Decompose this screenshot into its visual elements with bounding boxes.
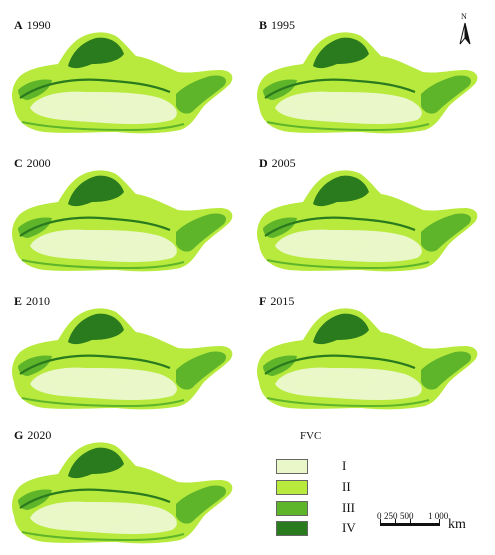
fvc-map bbox=[257, 308, 478, 410]
southern-belt bbox=[21, 121, 185, 132]
map-panel-a: A 1990 bbox=[0, 10, 245, 145]
northern-forest bbox=[68, 447, 124, 479]
legend-swatch bbox=[276, 521, 308, 536]
fvc-map bbox=[12, 170, 233, 272]
map-panel-e: E 2010 bbox=[0, 286, 245, 421]
scale-tick bbox=[439, 519, 440, 526]
legend-item-ii: II bbox=[276, 479, 386, 497]
scale-label: 500 bbox=[400, 511, 414, 521]
north-arrow: N bbox=[456, 12, 476, 50]
panel-label: F 2015 bbox=[259, 294, 295, 308]
northern-forest bbox=[68, 37, 124, 69]
scale-label: 1 000 bbox=[428, 511, 449, 521]
legend-label: I bbox=[342, 458, 347, 473]
legend-label: IV bbox=[342, 520, 356, 535]
eastern-vegetation bbox=[176, 351, 227, 390]
legend-label: III bbox=[342, 500, 355, 515]
map-panel-g: G 2020 bbox=[0, 420, 245, 555]
fvc-map bbox=[12, 442, 233, 544]
scale-tick bbox=[380, 519, 381, 526]
basin-core bbox=[291, 234, 371, 254]
legend-title: FVC bbox=[300, 430, 322, 442]
basin-core bbox=[291, 96, 363, 116]
panel-label: E 2010 bbox=[14, 294, 51, 308]
scale-bar: 0 250 500 1 000 km bbox=[376, 511, 486, 549]
scale-unit: km bbox=[448, 517, 466, 532]
eastern-vegetation bbox=[176, 75, 227, 114]
basin-core bbox=[46, 96, 114, 116]
eastern-vegetation bbox=[421, 213, 472, 252]
basin-core bbox=[291, 372, 379, 392]
southern-belt bbox=[266, 121, 430, 132]
panel-label: D 2005 bbox=[259, 156, 296, 170]
mountain-ridge bbox=[264, 78, 416, 99]
eastern-vegetation bbox=[421, 75, 472, 114]
northern-forest bbox=[313, 37, 369, 69]
map-panel-f: F 2015 bbox=[245, 286, 490, 421]
eastern-vegetation bbox=[176, 213, 227, 252]
legend-swatch bbox=[276, 501, 308, 516]
north-label: N bbox=[461, 12, 467, 21]
legend-swatch bbox=[276, 459, 308, 474]
scale-tick bbox=[395, 519, 396, 526]
mountain-ridge bbox=[19, 78, 171, 99]
panel-label: C 2000 bbox=[14, 156, 51, 170]
legend-item-iii: III bbox=[276, 500, 386, 518]
fvc-map bbox=[257, 170, 478, 272]
northern-forest bbox=[313, 313, 369, 345]
fvc-map bbox=[257, 32, 478, 134]
fvc-map bbox=[12, 308, 233, 410]
legend-item-i: I bbox=[276, 458, 386, 476]
southern-belt bbox=[21, 531, 185, 542]
southern-belt bbox=[266, 397, 430, 408]
mountain-ridge bbox=[19, 216, 171, 237]
mountain-ridge bbox=[19, 488, 171, 509]
map-panel-c: C 2000 bbox=[0, 148, 245, 283]
legend-label: II bbox=[342, 479, 351, 494]
northern-forest bbox=[313, 175, 369, 207]
panel-label: B 1995 bbox=[259, 18, 296, 32]
eastern-vegetation bbox=[421, 351, 472, 390]
fvc-map bbox=[12, 32, 233, 134]
legend-item-iv: IV bbox=[276, 520, 386, 538]
north-arrow-icon bbox=[459, 22, 471, 45]
basin-core bbox=[46, 506, 138, 526]
legend-swatch bbox=[276, 480, 308, 495]
northern-forest bbox=[68, 313, 124, 345]
scale-tick bbox=[410, 519, 411, 526]
mountain-ridge bbox=[264, 216, 416, 237]
map-panel-b: B 1995 bbox=[245, 10, 490, 145]
basin-core bbox=[46, 234, 122, 254]
panel-label: G 2020 bbox=[14, 428, 52, 442]
southern-belt bbox=[21, 397, 185, 408]
northern-forest bbox=[68, 175, 124, 207]
basin-core bbox=[46, 372, 130, 392]
scale-label: 0 bbox=[377, 511, 382, 521]
map-panel-d: D 2005 bbox=[245, 148, 490, 283]
scale-label: 250 bbox=[384, 511, 398, 521]
panel-label: A 1990 bbox=[14, 18, 51, 32]
eastern-vegetation bbox=[176, 485, 227, 524]
southern-belt bbox=[21, 259, 185, 270]
legend: FVC I II III IV bbox=[276, 430, 386, 540]
southern-belt bbox=[266, 259, 430, 270]
mountain-ridge bbox=[264, 354, 416, 375]
mountain-ridge bbox=[19, 354, 171, 375]
